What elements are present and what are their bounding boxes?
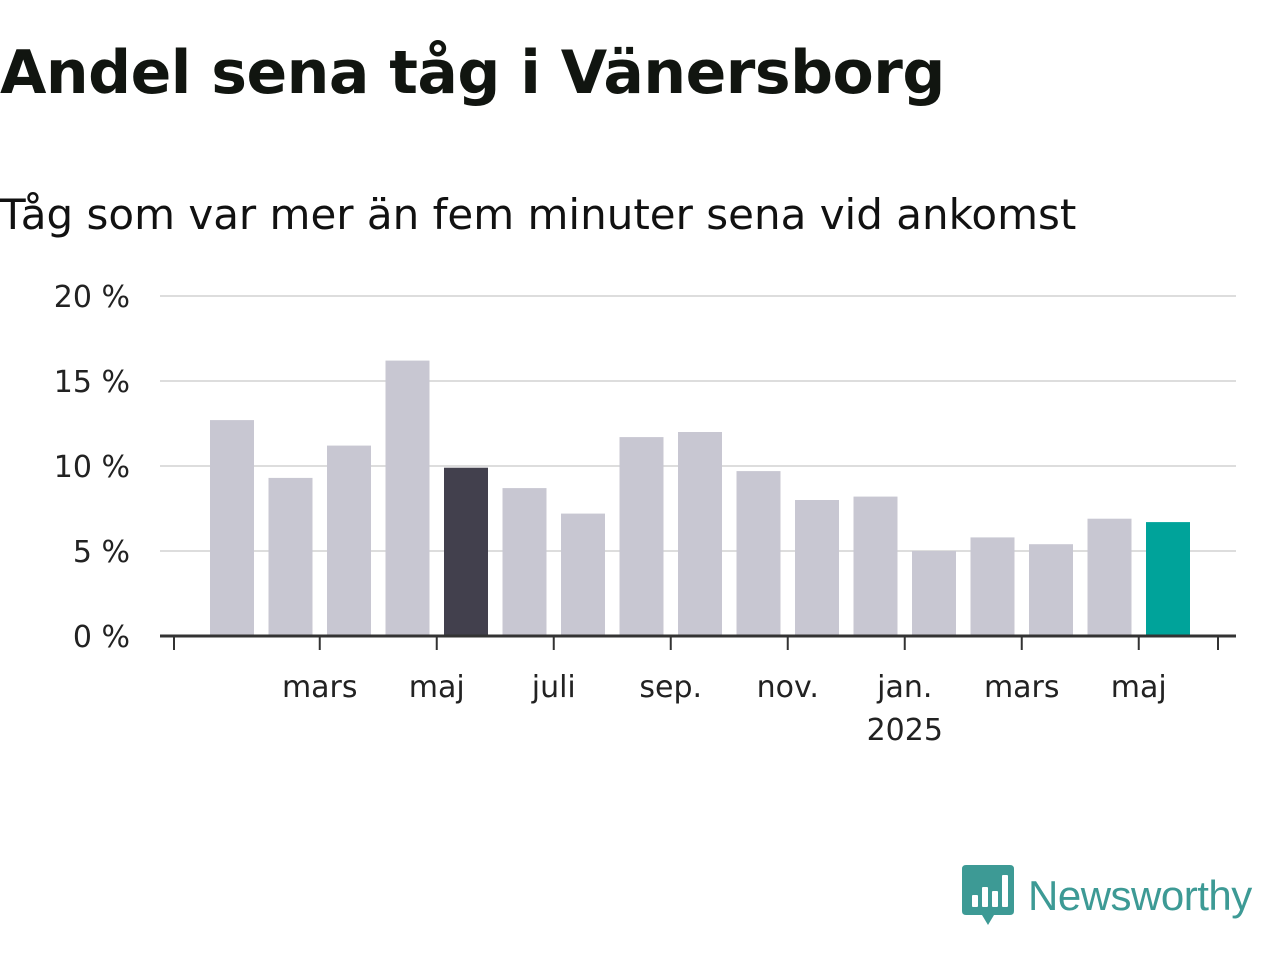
x-tick-label: jan. <box>876 670 932 705</box>
x-tick-label: maj <box>409 670 465 705</box>
bar <box>619 437 664 636</box>
y-tick-label: 0 % <box>73 620 130 655</box>
bar <box>912 551 956 636</box>
x-axis <box>160 634 1236 650</box>
x-tick-label: mars <box>984 670 1060 705</box>
newsworthy-logo-icon <box>962 865 1014 925</box>
bar <box>444 467 488 636</box>
bar <box>210 420 254 636</box>
chart-title: Andel sena tåg i Vänersborg <box>0 38 945 108</box>
bar <box>1087 518 1132 636</box>
x-tick-label: sep. <box>639 670 702 705</box>
bar <box>1029 544 1073 636</box>
bar <box>502 488 547 636</box>
bar <box>561 513 605 636</box>
bar <box>385 360 430 636</box>
x-tick-label: nov. <box>757 670 819 705</box>
x-year-label: 2025 <box>867 713 943 748</box>
x-tick-label: mars <box>282 670 358 705</box>
x-axis-labels: mars maj juli sep. nov. jan. 2025 mars maj <box>282 670 1167 748</box>
x-tick-label: maj <box>1111 670 1167 705</box>
y-tick-label: 15 % <box>54 365 130 400</box>
bars <box>210 360 1190 636</box>
chart-subtitle: Tåg som var mer än fem minuter sena vid … <box>0 190 1077 239</box>
bar <box>736 471 781 636</box>
bar <box>678 432 722 636</box>
bar <box>795 500 839 636</box>
bar <box>327 445 371 636</box>
y-tick-label: 10 % <box>54 450 130 485</box>
bar <box>853 496 898 636</box>
y-axis-labels: 0 % 5 % 10 % 15 % 20 % <box>54 280 130 655</box>
x-tick-label: juli <box>531 670 576 705</box>
brand-logo: Newsworthy <box>962 862 1252 930</box>
y-tick-label: 20 % <box>54 280 130 315</box>
bar <box>268 477 313 636</box>
bar <box>1146 522 1190 636</box>
brand-name: Newsworthy <box>1028 872 1252 919</box>
bar <box>970 537 1015 636</box>
y-tick-label: 5 % <box>73 535 130 570</box>
